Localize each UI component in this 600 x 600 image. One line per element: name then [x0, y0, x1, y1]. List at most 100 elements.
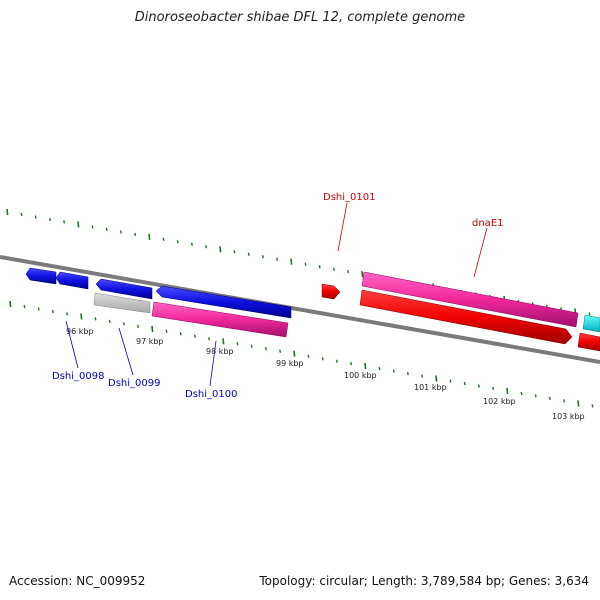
bottom-tick-17	[250, 344, 253, 348]
gene-feature-dshi-0099[interactable]	[93, 292, 151, 314]
bottom-tick-0	[9, 300, 12, 308]
tick-label-103: 103 kbp	[552, 412, 585, 421]
bottom-tick-40	[577, 400, 580, 407]
bottom-tick-12	[179, 332, 182, 336]
gene-label-dshi-0100[interactable]: Dshi_0100	[185, 389, 237, 400]
bottom-tick-14	[208, 337, 211, 341]
top-tick-22	[318, 265, 321, 269]
top-tick-10	[148, 233, 151, 240]
bottom-tick-34	[492, 386, 495, 391]
top-tick-19	[276, 257, 279, 261]
top-tick-18	[261, 255, 264, 259]
top-tick-rail	[6, 208, 591, 316]
top-tick-23	[332, 267, 335, 271]
gene-label-dnae1[interactable]: dnaE1	[472, 218, 504, 229]
bottom-tick-16	[236, 342, 239, 346]
bottom-tick-15	[222, 338, 225, 345]
top-tick-21	[304, 262, 307, 266]
leader-dshi-0099	[118, 327, 134, 376]
tick-label-98: 98 kbp	[206, 347, 234, 356]
bottom-tick-27	[392, 369, 395, 373]
bottom-tick-26	[378, 366, 381, 371]
gene-feature-dnae1-lower[interactable]	[359, 289, 573, 345]
bottom-tick-32	[463, 381, 466, 386]
map-title: Dinoroseobacter shibae DFL 12, complete …	[134, 10, 466, 25]
bottom-tick-22	[321, 357, 324, 361]
bottom-tick-21	[307, 354, 310, 358]
tick-label-101: 101 kbp	[414, 383, 447, 392]
leader-dshi-0101	[337, 202, 348, 252]
bottom-tick-35	[506, 387, 509, 395]
top-tick-24	[347, 269, 350, 274]
top-tick-14	[205, 245, 208, 249]
top-tick-1	[20, 212, 23, 217]
top-tick-8	[119, 230, 122, 234]
bottom-tick-20	[293, 350, 296, 357]
top-tick-7	[105, 227, 108, 232]
tick-label-102: 102 kbp	[483, 397, 516, 406]
top-tick-4	[63, 220, 66, 224]
gene-feature-3[interactable]	[95, 278, 153, 300]
gene-label-dshi-0099[interactable]: Dshi_0099	[108, 378, 160, 389]
bottom-tick-18	[264, 347, 267, 351]
top-tick-15	[219, 246, 222, 253]
bottom-tick-41	[591, 404, 594, 408]
bottom-tick-11	[165, 329, 168, 333]
bottom-tick-2	[37, 307, 40, 311]
top-tick-3	[48, 217, 51, 222]
bottom-tick-rail	[9, 300, 594, 408]
bottom-tick-36	[520, 391, 523, 396]
tick-label-96: 96 kbp	[66, 327, 94, 336]
top-tick-2	[34, 215, 37, 219]
bottom-tick-24	[350, 361, 353, 366]
gene-feature-right-red[interactable]	[577, 332, 600, 352]
gene-feature-dshi-0100[interactable]	[151, 301, 289, 338]
top-tick-17	[247, 252, 250, 256]
gene-feature-cyan[interactable]	[582, 314, 600, 333]
gene-label-dshi-0101[interactable]: Dshi_0101	[323, 192, 375, 203]
bottom-tick-9	[137, 324, 140, 329]
leader-dshi-0100	[209, 340, 217, 387]
bottom-tick-8	[122, 322, 125, 326]
top-tick-16	[233, 250, 236, 254]
top-tick-0	[6, 208, 9, 216]
genome-summary-text: Topology: circular; Length: 3,789,584 bp…	[259, 574, 589, 588]
accession-text: Accession: NC_009952	[9, 574, 146, 588]
bottom-tick-23	[335, 359, 338, 363]
top-tick-13	[190, 242, 193, 246]
bottom-tick-33	[477, 384, 480, 388]
gene-feature-dnae1-upper[interactable]	[361, 271, 579, 328]
gene-feature-4[interactable]	[155, 285, 292, 319]
gene-label-dshi-0098[interactable]: Dshi_0098	[52, 371, 104, 382]
top-tick-41	[588, 312, 591, 316]
leader-dnae1	[473, 227, 488, 278]
bottom-tick-30	[435, 375, 438, 382]
top-tick-5	[77, 221, 80, 228]
genome-backbone	[0, 255, 600, 364]
bottom-tick-10	[151, 325, 154, 332]
bottom-tick-31	[449, 379, 452, 383]
bottom-tick-13	[193, 334, 196, 338]
bottom-tick-28	[406, 371, 409, 376]
bottom-tick-29	[421, 374, 424, 378]
bottom-tick-19	[279, 349, 282, 353]
bottom-tick-1	[23, 304, 26, 309]
gene-feature-dshi-0101[interactable]	[321, 283, 341, 300]
bottom-tick-6	[94, 317, 97, 321]
tick-label-97: 97 kbp	[136, 337, 164, 346]
top-tick-12	[176, 240, 179, 244]
leader-dshi-0098	[65, 320, 79, 369]
bottom-tick-3	[51, 309, 54, 314]
top-tick-25	[361, 271, 364, 278]
bottom-tick-7	[108, 319, 111, 324]
tick-label-99: 99 kbp	[276, 359, 304, 368]
top-tick-20	[290, 258, 293, 265]
top-tick-9	[134, 232, 137, 237]
tick-label-100: 100 kbp	[344, 371, 377, 380]
bottom-tick-39	[563, 399, 566, 403]
bottom-tick-38	[548, 396, 551, 401]
gene-feature-1[interactable]	[25, 267, 57, 285]
bottom-tick-25	[364, 363, 367, 370]
gene-feature-2[interactable]	[55, 271, 89, 290]
